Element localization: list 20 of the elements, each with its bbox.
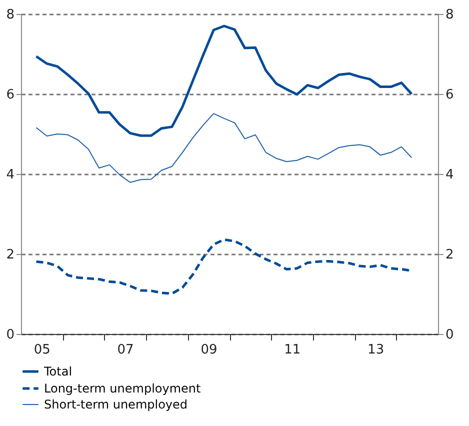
line-series	[35, 24, 413, 137]
y-tick-label: 6	[6, 88, 14, 102]
y-tick-label: 4	[6, 168, 14, 182]
y-tick-label: 2	[6, 248, 14, 262]
legend-label: Long-term unemployment	[44, 382, 202, 396]
y2-tick-label: 8	[446, 8, 454, 22]
y-tick-label: 0	[6, 328, 14, 342]
line-series	[36, 113, 412, 183]
y-tick-label: 8	[6, 8, 14, 22]
x-tick-label: 13	[368, 342, 384, 358]
legend-label: Total	[43, 364, 72, 378]
legend-label: Short-term unemployed	[44, 398, 188, 412]
x-tick-label: 11	[284, 342, 301, 358]
y2-tick-label: 6	[446, 88, 454, 102]
y2-tick-label: 2	[446, 248, 454, 262]
x-tick-label: 05	[34, 342, 50, 358]
y2-tick-label: 4	[446, 168, 454, 182]
x-tick-label: 07	[117, 342, 134, 358]
y2-tick-label: 0	[446, 328, 454, 342]
x-tick-label: 09	[200, 342, 218, 358]
